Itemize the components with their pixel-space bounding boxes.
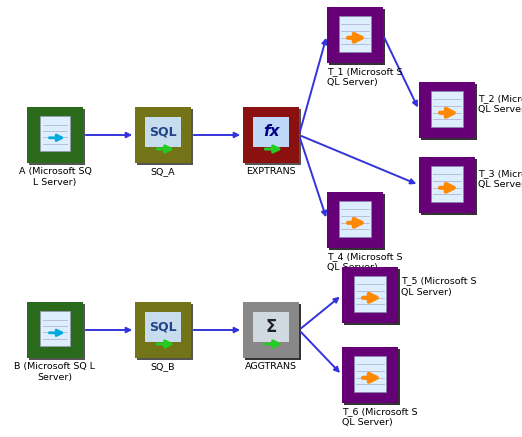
FancyBboxPatch shape: [327, 192, 383, 248]
FancyBboxPatch shape: [243, 302, 299, 358]
FancyBboxPatch shape: [342, 267, 398, 323]
FancyBboxPatch shape: [329, 9, 385, 65]
FancyBboxPatch shape: [421, 159, 477, 215]
FancyBboxPatch shape: [27, 107, 83, 163]
FancyBboxPatch shape: [431, 166, 463, 202]
FancyBboxPatch shape: [40, 116, 70, 151]
FancyBboxPatch shape: [344, 349, 400, 405]
Text: T_5 (Microsoft S
QL Server): T_5 (Microsoft S QL Server): [401, 277, 477, 297]
Text: A (Microsoft SQ
L Server): A (Microsoft SQ L Server): [19, 167, 91, 187]
FancyBboxPatch shape: [421, 84, 477, 140]
FancyBboxPatch shape: [145, 117, 181, 147]
Text: T_1 (Microsoft S
QL Server): T_1 (Microsoft S QL Server): [327, 67, 402, 87]
FancyBboxPatch shape: [342, 347, 398, 403]
Text: SQL: SQL: [149, 125, 177, 138]
FancyBboxPatch shape: [431, 91, 463, 127]
FancyBboxPatch shape: [245, 304, 301, 360]
Text: T_4 (Microsoft S
QL Server): T_4 (Microsoft S QL Server): [327, 252, 402, 272]
FancyBboxPatch shape: [253, 117, 289, 147]
Text: AGGTRANS: AGGTRANS: [245, 362, 297, 371]
Text: T_2 (Microsoft S
QL Server): T_2 (Microsoft S QL Server): [478, 94, 522, 114]
FancyBboxPatch shape: [40, 311, 70, 346]
Text: Σ: Σ: [265, 318, 277, 336]
FancyBboxPatch shape: [137, 109, 193, 165]
Text: T_3 (Microsoft S
QL Server): T_3 (Microsoft S QL Server): [478, 170, 522, 190]
FancyBboxPatch shape: [344, 269, 400, 325]
FancyBboxPatch shape: [245, 109, 301, 165]
FancyBboxPatch shape: [327, 7, 383, 63]
FancyBboxPatch shape: [243, 107, 299, 163]
FancyBboxPatch shape: [354, 276, 386, 312]
FancyBboxPatch shape: [29, 109, 85, 165]
FancyBboxPatch shape: [339, 201, 371, 237]
FancyBboxPatch shape: [253, 312, 289, 342]
FancyBboxPatch shape: [339, 16, 371, 52]
Text: SQ_B: SQ_B: [151, 362, 175, 371]
FancyBboxPatch shape: [419, 157, 475, 213]
Text: SQL: SQL: [149, 320, 177, 333]
FancyBboxPatch shape: [145, 312, 181, 342]
FancyBboxPatch shape: [135, 302, 191, 358]
Text: T_6 (Microsoft S
QL Server): T_6 (Microsoft S QL Server): [342, 407, 418, 427]
FancyBboxPatch shape: [329, 194, 385, 250]
Text: fx: fx: [263, 124, 279, 139]
Text: SQ_A: SQ_A: [151, 167, 175, 176]
FancyBboxPatch shape: [27, 302, 83, 358]
Text: B (Microsoft SQ L
Server): B (Microsoft SQ L Server): [15, 362, 96, 382]
FancyBboxPatch shape: [135, 107, 191, 163]
FancyBboxPatch shape: [419, 82, 475, 138]
FancyBboxPatch shape: [29, 304, 85, 360]
Text: EXPTRANS: EXPTRANS: [246, 167, 296, 176]
FancyBboxPatch shape: [354, 356, 386, 392]
FancyBboxPatch shape: [137, 304, 193, 360]
